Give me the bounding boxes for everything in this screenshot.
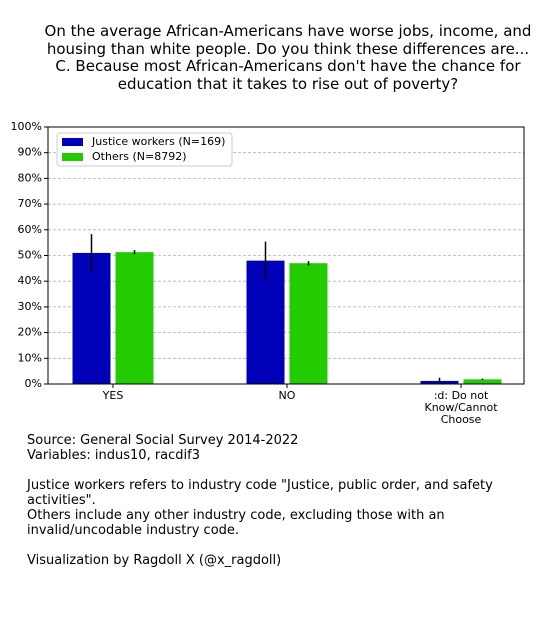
legend-label: Others (N=8792): [92, 150, 186, 163]
note: Source: General Social Survey 2014-2022: [27, 433, 299, 448]
y-tick-label: 90%: [18, 146, 42, 159]
spacer: [27, 538, 527, 553]
legend-box: [56, 132, 233, 167]
bar: [72, 252, 111, 384]
legend-label: Justice workers (N=169): [91, 135, 225, 148]
y-tick-label: 0%: [25, 377, 42, 390]
note: Variables: indus10, racdif3: [27, 448, 201, 463]
plot-frame: [47, 126, 525, 385]
note: Others include any other industry code, …: [27, 508, 445, 538]
bar: [115, 252, 154, 384]
note: Justice workers refers to industry code …: [27, 478, 493, 508]
legend-swatch: [62, 138, 83, 146]
legend-swatch: [62, 153, 83, 161]
bar: [289, 263, 328, 384]
y-tick-label: 100%: [11, 120, 42, 133]
spacer: [27, 463, 527, 478]
x-tick-label: YES: [102, 389, 124, 402]
y-tick-label: 20%: [18, 326, 42, 339]
y-tick-label: 50%: [18, 249, 42, 262]
x-tick-label: :d: Do not Know/Cannot Choose: [424, 389, 498, 426]
chart-title: On the average African-Americans have wo…: [44, 22, 532, 93]
y-tick-label: 60%: [18, 223, 42, 236]
y-tick-label: 70%: [18, 197, 42, 210]
y-tick-label: 40%: [18, 274, 42, 287]
notes: Source: General Social Survey 2014-2022 …: [27, 433, 527, 568]
y-tick-label: 80%: [18, 171, 42, 184]
y-tick-label: 10%: [18, 351, 42, 364]
x-tick-label: NO: [278, 389, 296, 402]
y-tick-label: 30%: [18, 300, 42, 313]
bar: [463, 379, 502, 384]
note: Visualization by Ragdoll X (@x_ragdoll): [27, 553, 282, 568]
bar: [246, 260, 285, 384]
